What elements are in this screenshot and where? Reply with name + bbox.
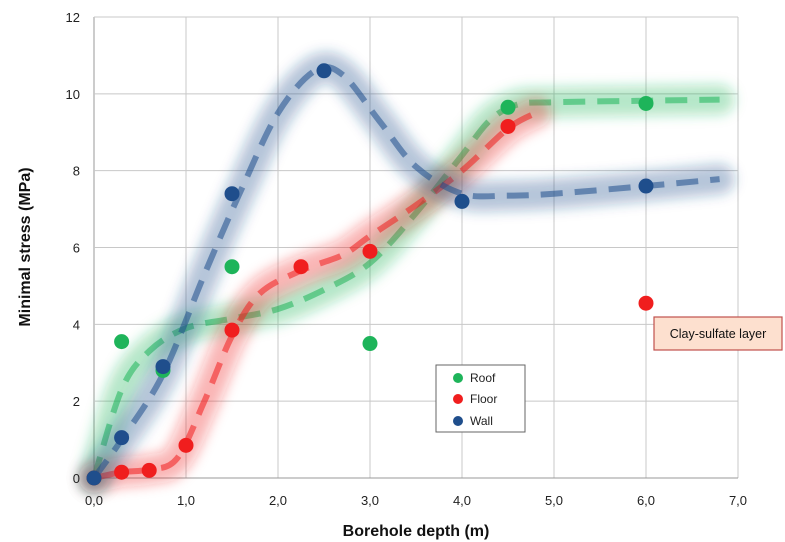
y-tick-label: 6: [73, 241, 80, 256]
point-floor: [114, 464, 130, 480]
point-floor: [141, 462, 157, 478]
legend-swatch-wall: [453, 416, 463, 426]
point-floor: [293, 259, 309, 275]
point-roof: [500, 99, 516, 115]
x-tick-label: 0,0: [85, 493, 103, 508]
legend-swatch-floor: [453, 394, 463, 404]
x-tick-label: 3,0: [361, 493, 379, 508]
legend-label-floor: Floor: [470, 392, 497, 406]
annotation-box: [653, 316, 783, 351]
clay-sulfate-annotation: Clay-sulfate layer: [653, 316, 783, 351]
point-floor: [224, 322, 240, 338]
point-wall: [224, 186, 240, 202]
point-wall: [454, 193, 470, 209]
point-wall: [638, 178, 654, 194]
point-floor: [178, 437, 194, 453]
x-tick-label: 2,0: [269, 493, 287, 508]
point-roof: [362, 336, 378, 352]
point-roof: [224, 259, 240, 275]
y-tick-label: 10: [66, 87, 80, 102]
point-wall: [86, 470, 102, 486]
legend-label-roof: Roof: [470, 371, 496, 385]
legend: Roof Floor Wall: [435, 364, 526, 433]
y-tick-label: 2: [73, 394, 80, 409]
point-floor: [500, 118, 516, 134]
legend-swatch-roof: [453, 373, 463, 383]
y-axis-title: Minimal stress (MPa): [17, 167, 34, 326]
annotation-label: Clay-sulfate layer: [670, 327, 767, 341]
y-tick-label: 12: [66, 10, 80, 25]
x-tick-label: 5,0: [545, 493, 563, 508]
legend-box: [435, 364, 526, 433]
x-tick-label: 7,0: [729, 493, 747, 508]
point-wall: [155, 359, 171, 375]
trend-lines: [79, 52, 735, 493]
tick-labels: 0,0 1,0 2,0 3,0 4,0 5,0 6,0 7,0 0 2 4 6 8 10 12: [66, 10, 748, 508]
trend-line-wall: [91, 64, 720, 480]
trend-line-roof: [91, 96, 720, 479]
x-tick-label: 6,0: [637, 493, 655, 508]
trend-line-floor: [93, 110, 538, 481]
data-points: [86, 63, 654, 486]
y-tick-label: 8: [73, 164, 80, 179]
x-tick-label: 4,0: [453, 493, 471, 508]
x-axis-title: Borehole depth (m): [343, 523, 490, 540]
point-floor: [362, 243, 378, 259]
point-roof: [114, 334, 130, 350]
y-tick-label: 4: [73, 317, 80, 332]
point-floor: [638, 295, 654, 311]
y-tick-label: 0: [73, 471, 80, 486]
x-tick-label: 1,0: [177, 493, 195, 508]
point-roof: [638, 95, 654, 111]
legend-label-wall: Wall: [470, 414, 493, 428]
point-wall: [114, 430, 130, 446]
point-wall: [316, 63, 332, 79]
